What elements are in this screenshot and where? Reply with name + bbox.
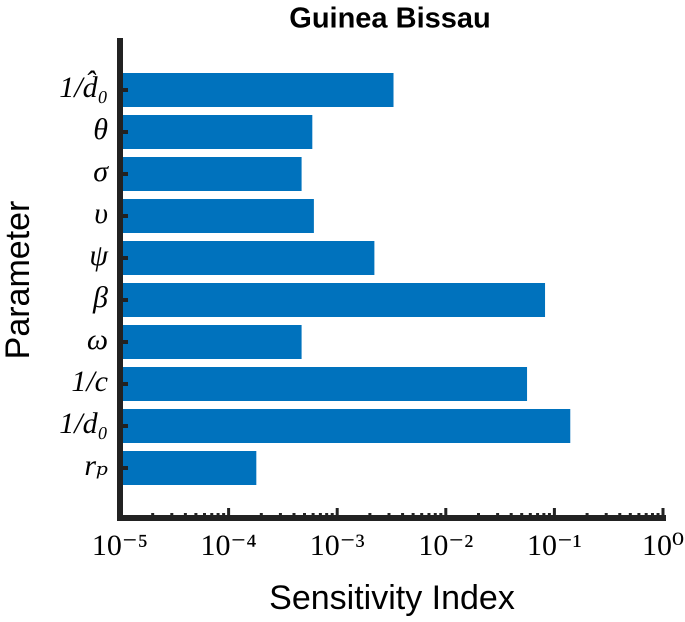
y-tick-label: 1/d̂₀ [59, 70, 108, 104]
bar [120, 241, 375, 275]
x-tick-label: 10⁻⁵ [92, 529, 148, 562]
bar [120, 199, 314, 233]
x-tick-label: 10⁻¹ [527, 529, 582, 562]
bar [120, 115, 313, 149]
y-tick-label: β [92, 281, 108, 314]
bar [120, 451, 257, 485]
x-tick-label: 10⁻³ [310, 529, 365, 562]
y-tick-label: υ [94, 197, 108, 230]
bar [120, 157, 302, 191]
y-tick-label: 1/c [71, 365, 108, 398]
x-tick-label: 10⁻² [418, 529, 473, 562]
y-tick-label: 1/d₀ [59, 407, 108, 440]
bar [120, 409, 571, 443]
y-tick-label: ω [87, 323, 108, 356]
bar [120, 367, 528, 401]
y-axis-label: Parameter [0, 201, 37, 360]
y-tick-label: ψ [89, 239, 109, 272]
y-tick-label: rₚ [84, 449, 108, 482]
bar [120, 325, 302, 359]
y-tick-label: σ [93, 155, 109, 188]
bar [120, 283, 546, 317]
x-tick-label: 10⁻⁴ [200, 529, 256, 562]
bar [120, 73, 394, 107]
x-axis-label: Sensitivity Index [269, 579, 515, 617]
chart-title: Guinea Bissau [289, 3, 490, 35]
y-tick-label: θ [93, 113, 108, 146]
x-tick-label: 10⁰ [642, 529, 684, 562]
